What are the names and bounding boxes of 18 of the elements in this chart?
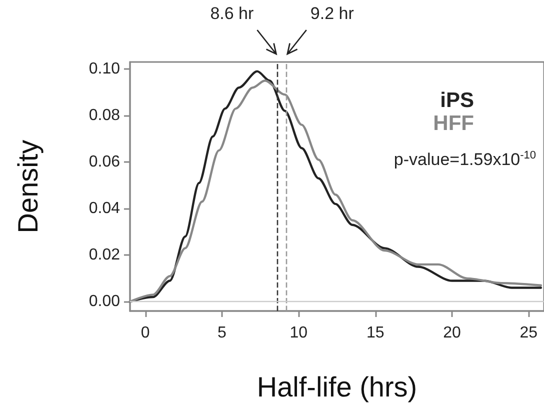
text: HFF — [433, 112, 474, 135]
text: iPS — [440, 89, 474, 112]
x-axis-title: Half-life (hrs) — [256, 372, 418, 402]
y-tick-label: 0.08 — [88, 107, 120, 124]
x-tick-label: 10 — [290, 324, 308, 342]
x-tick-label: 0 — [140, 324, 150, 342]
x-tick-label: 20 — [443, 324, 461, 342]
ref-line-label: 8.6 hr — [210, 4, 254, 24]
y-tick-label: 0.06 — [88, 154, 120, 171]
y-tick-label: 0.02 — [88, 246, 120, 264]
y-tick-label: 0.04 — [88, 200, 120, 218]
y-axis-title: Density — [12, 140, 44, 234]
y-tick-label: 0.10 — [88, 60, 120, 78]
x-tick-label: 15 — [366, 324, 384, 342]
x-tick-label: 25 — [520, 324, 538, 342]
y-tick-label: 0.00 — [88, 293, 120, 310]
ref-line-label: 9.2 hr — [310, 4, 354, 24]
x-tick-label: 5 — [218, 324, 227, 342]
